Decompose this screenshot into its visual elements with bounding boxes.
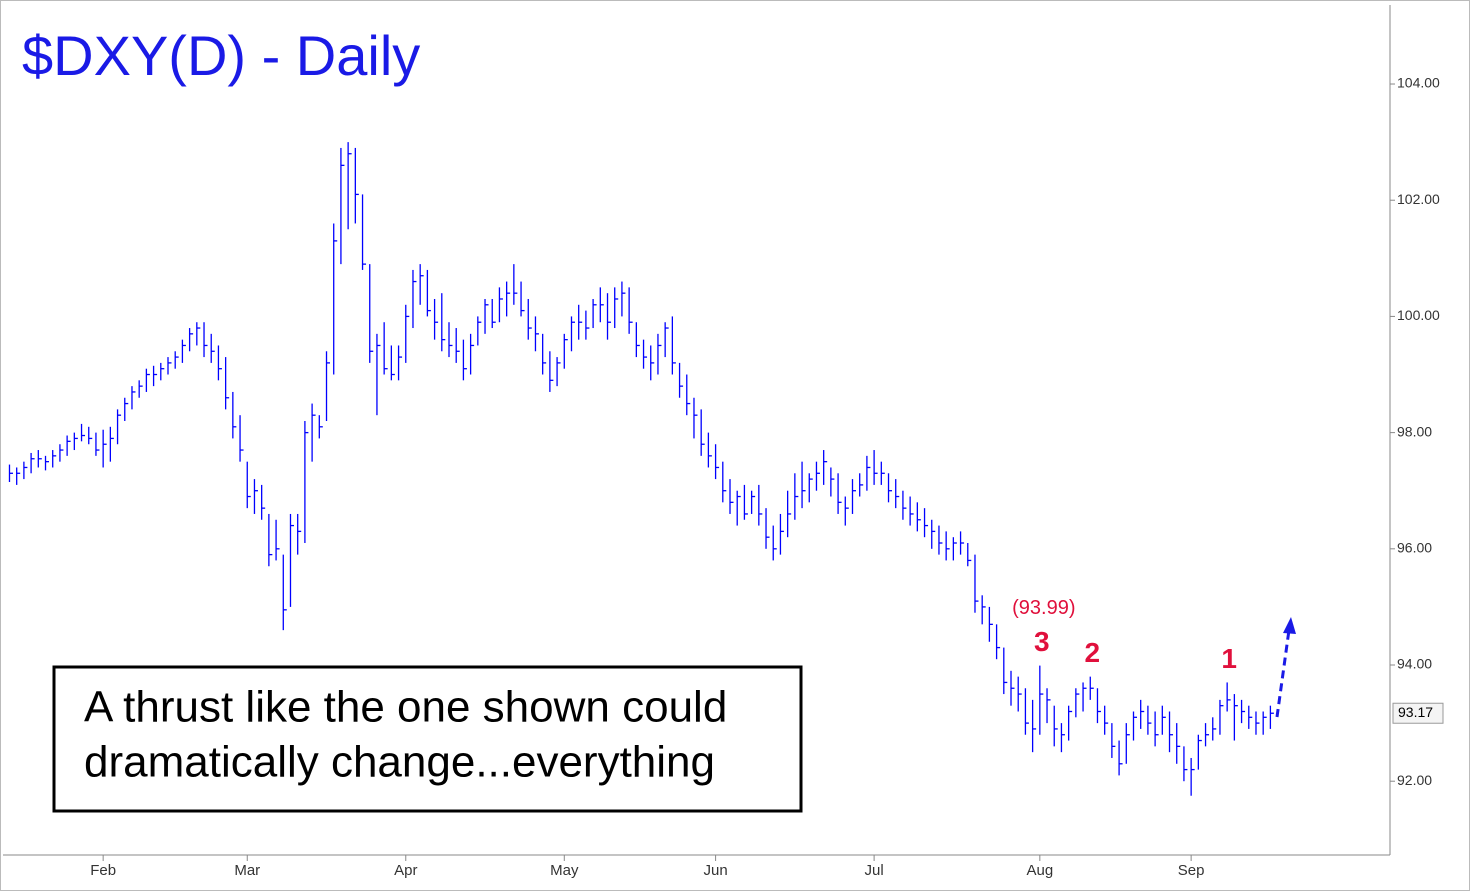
- x-tick-label: Aug: [1026, 862, 1053, 879]
- wave-label: 3: [1034, 626, 1050, 657]
- x-tick-label: Apr: [394, 862, 417, 879]
- last-price-box: [1392, 702, 1444, 724]
- y-tick-label: 102.00: [1397, 191, 1440, 207]
- y-tick-label: 104.00: [1397, 75, 1440, 91]
- note-box: [52, 665, 803, 813]
- x-tick-label: Feb: [90, 862, 116, 879]
- wave-label: 1: [1221, 643, 1237, 674]
- wave-label: 2: [1084, 637, 1100, 668]
- y-tick-label: 94.00: [1397, 656, 1432, 672]
- y-tick-label: 100.00: [1397, 307, 1440, 323]
- x-tick-label: Jun: [704, 862, 728, 879]
- arrow-head: [1283, 617, 1296, 634]
- chart-title: $DXY(D) - Daily: [22, 24, 420, 87]
- note-line: dramatically change...everything: [84, 738, 715, 787]
- note-line: A thrust like the one shown could: [84, 683, 727, 732]
- x-tick-label: Sep: [1178, 862, 1205, 879]
- x-tick-label: Mar: [234, 862, 260, 879]
- x-tick-label: May: [550, 862, 579, 879]
- target-label: (93.99): [1012, 597, 1075, 619]
- x-tick-label: Jul: [865, 862, 884, 879]
- last-price: 93.17: [1398, 704, 1433, 720]
- y-tick-label: 96.00: [1397, 540, 1432, 556]
- y-tick-label: 92.00: [1397, 772, 1432, 788]
- y-tick-label: 98.00: [1397, 423, 1432, 439]
- projection-arrow: [1275, 629, 1291, 718]
